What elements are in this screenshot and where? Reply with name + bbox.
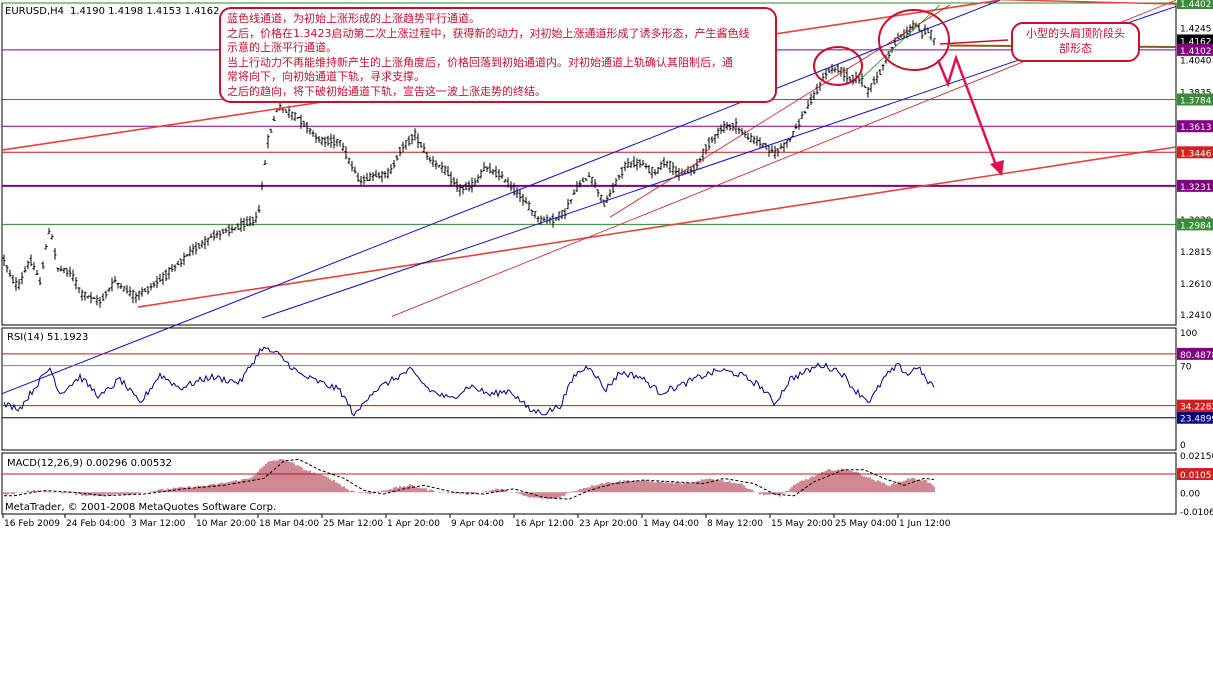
macd-axis-label: 0.02156 xyxy=(1180,452,1213,462)
rsi-line xyxy=(3,346,935,417)
macd-axis-label: -0.01065 xyxy=(1180,508,1213,518)
price-axis-label: 1.2815 xyxy=(1180,248,1212,258)
macd-axis-label: 0.00 xyxy=(1180,489,1200,499)
copyright-footer: MetaTrader, © 2001-2008 MetaQuotes Softw… xyxy=(5,502,276,513)
price-axis-marker xyxy=(1177,43,1213,56)
analysis-note-line: 示意的上涨平行通道。 xyxy=(227,41,337,54)
rsi-axis-marker xyxy=(1177,411,1213,424)
red-channel-lower xyxy=(137,146,1177,308)
arrow-head xyxy=(990,160,1004,176)
chart-header: EURUSD,H4 1.4190 1.4198 1.4153 1.4162 xyxy=(5,6,220,17)
green-short-line xyxy=(859,4,941,81)
rsi-axis-marker xyxy=(1177,347,1213,360)
time-label: 16 Feb 2009 xyxy=(4,519,60,529)
time-axis: 16 Feb 2009 24 Feb 04:00 3 Mar 12:00 10 Mar… xyxy=(2,514,951,529)
time-label: 24 Feb 04:00 xyxy=(66,519,125,529)
price-axis-label: 1.2610 xyxy=(1180,280,1212,290)
price-axis-label: 1.3613 xyxy=(1180,123,1212,133)
projection-arrow xyxy=(936,54,999,169)
rsi-title: RSI(14) 51.1923 xyxy=(7,332,88,343)
head-shoulders-note-line: 部形态 xyxy=(1059,41,1092,55)
time-label: 1 Jun 12:00 xyxy=(899,519,951,529)
chart-window[interactable]: 1.44021.42451.41621.41021.40401.38351.37… xyxy=(0,0,1213,530)
price-axis-label: 1.3784 xyxy=(1180,97,1212,107)
macd-panel xyxy=(2,458,1176,500)
analysis-note-line: 当上行动力不再能维持新产生的上涨角度后，价格回落到初始通道内。对初始通道上轨确认… xyxy=(227,55,733,69)
price-axis-label: 1.3446 xyxy=(1180,149,1212,159)
price-bars xyxy=(2,20,936,308)
panel-frame-1 xyxy=(1,327,1177,451)
analysis-note-line: 之后，价格在1.3423启动第二次上涨过程中，获得新的动力，对初始上涨通道形成了… xyxy=(227,26,750,40)
price-axis-marker xyxy=(1177,0,1213,9)
time-label: 25 Mar 12:00 xyxy=(323,519,383,529)
macd-axis-label: 0.0105 xyxy=(1180,471,1212,481)
time-label: 3 Mar 12:00 xyxy=(131,519,186,529)
price-axis-marker xyxy=(1177,93,1213,106)
price-axis-label: 1.3231 xyxy=(1180,183,1212,193)
price-axis-label: 1.4040 xyxy=(1180,57,1212,67)
price-axis-label: 1.4162 xyxy=(1180,37,1212,47)
macd-title: MACD(12,26,9) 0.00296 0.00532 xyxy=(7,458,172,469)
annotation-shapes xyxy=(813,9,1009,176)
price-axis-label: 1.4402 xyxy=(1180,0,1212,10)
time-label: 23 Apr 20:00 xyxy=(579,519,638,529)
price-axis-label: 1.2410 xyxy=(1180,311,1212,321)
symbol-label: EURUSD,H4 xyxy=(5,6,64,17)
rsi-axis-label: 23.4899 xyxy=(1180,415,1213,425)
rsi-axis-label: 70 xyxy=(1180,363,1192,373)
rsi-axis-label: 80.4878 xyxy=(1180,351,1213,361)
analysis-note-box: 蓝色线通道，为初始上涨形成的上涨趋势平行通道。 之后，价格在1.3423启动第二次… xyxy=(219,7,777,103)
time-label: 18 Mar 04:00 xyxy=(259,519,319,529)
red-thin-channel-2 xyxy=(609,4,951,218)
rsi-panel xyxy=(2,346,1176,419)
price-axis-marker xyxy=(1177,218,1213,231)
ohlc-readout: 1.4190 1.4198 1.4153 1.4162 xyxy=(70,6,220,17)
price-axis-label: 1.4245 xyxy=(1180,25,1212,35)
rsi-axis-label: 100 xyxy=(1180,329,1197,339)
macd-signal-line xyxy=(4,458,935,500)
time-label: 1 May 04:00 xyxy=(643,519,699,529)
price-axis: 1.44021.42451.41621.41021.40401.38351.37… xyxy=(1177,0,1213,518)
time-label: 10 Mar 20:00 xyxy=(196,519,256,529)
price-axis-label: 1.2984 xyxy=(1180,221,1212,231)
red-top-line xyxy=(987,0,1177,5)
price-axis-label: 1.4102 xyxy=(1180,47,1212,57)
rsi-axis-label: 0 xyxy=(1180,441,1186,451)
price-axis-marker xyxy=(1177,34,1213,47)
time-label: 16 Apr 12:00 xyxy=(515,519,574,529)
time-label: 1 Apr 20:00 xyxy=(387,519,440,529)
macd-axis-marker xyxy=(1177,468,1213,481)
analysis-note-line: 常将向下，向初始通道下轨，寻求支撑。 xyxy=(227,70,425,83)
circle-mark-1 xyxy=(813,46,863,86)
time-label: 25 May 04:00 xyxy=(835,519,897,529)
blue-channel-upper xyxy=(1,0,1001,395)
time-label: 8 May 12:00 xyxy=(707,519,763,529)
head-shoulders-note-box: 小型的头肩顶阶段头 部形态 xyxy=(1011,22,1140,62)
rsi-axis-marker xyxy=(1177,399,1213,412)
analysis-note-line: 之后的趋向，将下破初始通道下轨，宣告这一波上涨走势的终结。 xyxy=(227,84,546,98)
time-label: 15 May 20:00 xyxy=(771,519,833,529)
time-label: 9 Apr 04:00 xyxy=(451,519,504,529)
price-axis-marker xyxy=(1177,120,1213,133)
price-axis-marker xyxy=(1177,146,1213,159)
panel-frame-2 xyxy=(1,452,1177,515)
analysis-note-line: 蓝色线通道，为初始上涨形成的上涨趋势平行通道。 xyxy=(227,12,480,25)
price-axis-marker xyxy=(1177,179,1213,192)
circle-mark-2 xyxy=(878,9,950,71)
head-shoulders-note-line: 小型的头肩顶阶段头 xyxy=(1026,27,1125,40)
callout-line xyxy=(939,39,1009,45)
